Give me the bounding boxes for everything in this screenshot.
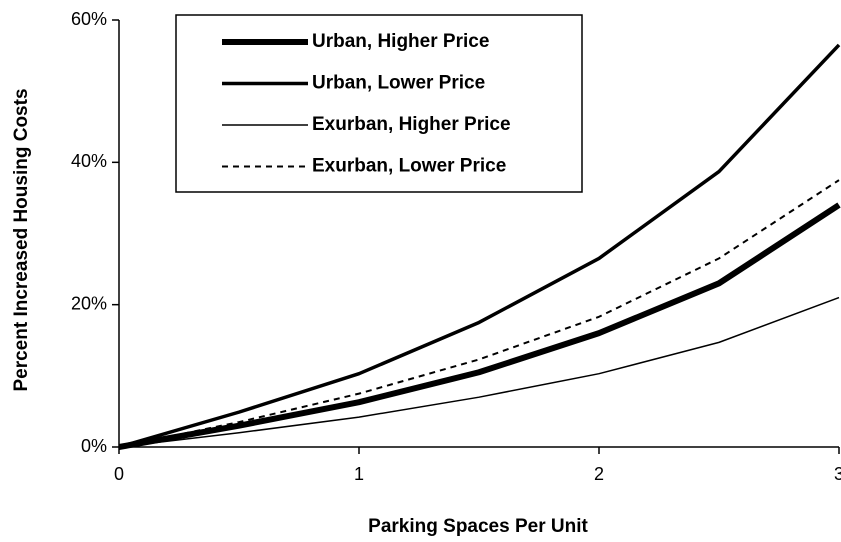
legend-label: Urban, Higher Price <box>312 31 489 52</box>
series-line <box>118 202 841 450</box>
series-line <box>118 296 840 448</box>
y-tick-label: 40% <box>71 151 107 171</box>
y-tick-label: 0% <box>81 436 107 456</box>
x-tick-label: 1 <box>354 464 364 484</box>
x-tick-label: 0 <box>114 464 124 484</box>
legend-label: Exurban, Lower Price <box>312 156 506 177</box>
y-axis-label: Percent Increased Housing Costs <box>11 88 32 391</box>
series-line <box>118 179 840 448</box>
x-tick-label: 2 <box>594 464 604 484</box>
y-tick-label: 20% <box>71 293 107 313</box>
x-axis-label: Parking Spaces Per Unit <box>368 516 588 537</box>
legend-label: Exurban, Higher Price <box>312 114 511 135</box>
y-tick-label: 60% <box>71 9 107 29</box>
x-tick-label: 3 <box>834 464 841 484</box>
series-line <box>118 43 841 449</box>
legend-label: Urban, Lower Price <box>312 73 485 94</box>
